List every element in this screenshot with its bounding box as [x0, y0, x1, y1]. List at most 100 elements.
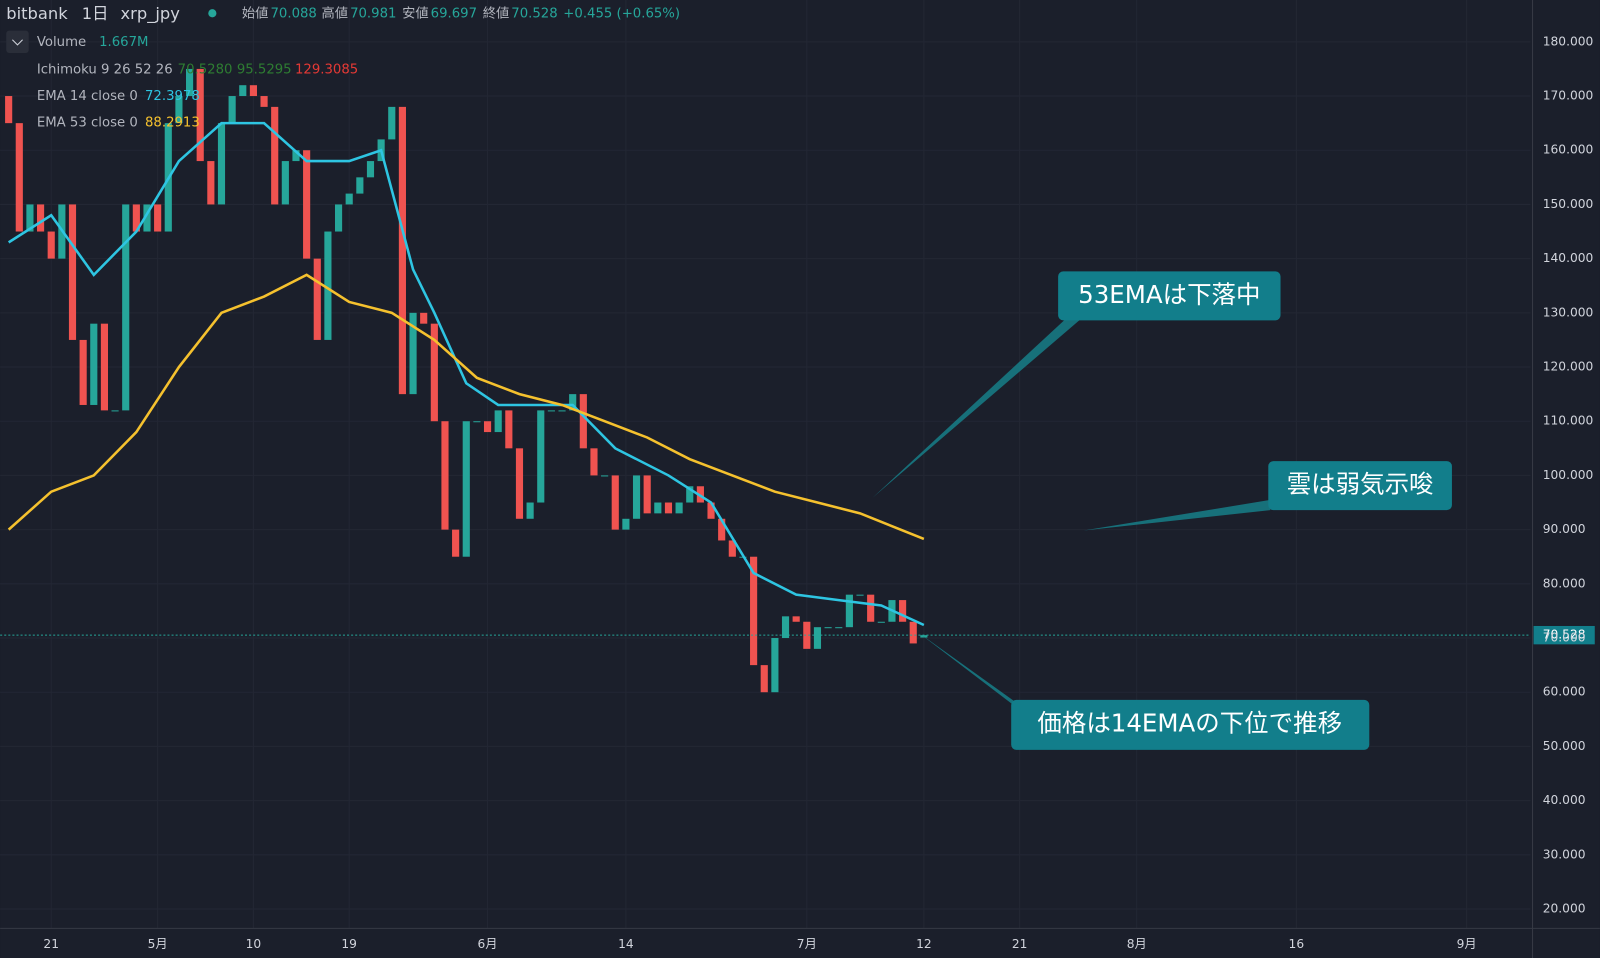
candle-body [781, 616, 790, 639]
callout-text: 53EMAは下落中 [1078, 280, 1260, 309]
price-tag: 70.528 [1533, 625, 1595, 645]
candle-body [750, 556, 758, 666]
legend-value: 72.3978 [145, 89, 200, 104]
candle-body [185, 68, 194, 97]
symbol: xrp_jpy [121, 4, 181, 24]
candle-body [37, 204, 45, 232]
callout-pointer [872, 318, 1082, 498]
candle-body [143, 204, 151, 232]
candle-body [526, 502, 534, 519]
x-tick-label: 5月 [148, 937, 168, 951]
y-tick-label: 160.000 [1543, 143, 1594, 157]
y-tick-label: 140.000 [1543, 251, 1594, 265]
callout-box [1011, 699, 1370, 750]
plot-area [0, 68, 1531, 693]
legend-value: 95.5295 [237, 62, 292, 77]
candle-body [409, 312, 417, 395]
candle-body [47, 231, 55, 259]
y-tick-label: 70.000 [1543, 631, 1586, 645]
x-tick-label: 19 [341, 937, 357, 951]
candle-body [515, 448, 524, 519]
candle-body [611, 475, 619, 530]
candle-body [154, 204, 162, 232]
candle-body [303, 150, 311, 259]
candle-body [68, 204, 77, 340]
x-tick-label: 21 [43, 937, 59, 951]
legend-label: EMA 53 close 0 [37, 115, 138, 130]
candle-body [388, 106, 396, 140]
legend-label: EMA 14 close 0 [37, 89, 138, 104]
candle-body [79, 339, 87, 405]
header: bitbank 1日 xrp_jpy 始値 70.088 高値 70.981 安… [6, 4, 680, 24]
annotations: 53EMAは下落中 雲は弱気示唆 価格は14EMAの下位で推移 [872, 271, 1452, 750]
candle-body [867, 594, 875, 622]
candle-body [494, 410, 502, 433]
change: +0.455 (+0.65%) [563, 6, 680, 21]
candle-body [579, 394, 587, 449]
candle-body [632, 475, 641, 519]
candle-body [718, 518, 726, 541]
ohlc-label: 始値 [242, 5, 269, 21]
candle-body [845, 594, 853, 628]
candle-body [5, 96, 13, 124]
collapse-button[interactable] [6, 30, 29, 54]
ohlc-value: 70.088 [270, 6, 316, 21]
ohlc-value: 69.697 [431, 6, 477, 21]
exchange: bitbank [6, 4, 68, 23]
candle-body [803, 621, 811, 649]
candle-body [877, 621, 885, 623]
ohlc-label: 安値 [402, 5, 429, 21]
y-tick-label: 60.000 [1543, 685, 1586, 699]
candle-body [558, 410, 566, 412]
candle-body [909, 621, 917, 644]
y-tick-label: 120.000 [1543, 360, 1594, 374]
candle-body [483, 421, 492, 433]
candle-body [547, 410, 555, 412]
candle-body [260, 96, 268, 107]
status-dot [208, 9, 217, 18]
legend-value: 129.3085 [295, 62, 358, 77]
x-tick-label: 10 [246, 937, 262, 951]
x-tick-label: 7月 [797, 937, 817, 951]
candle-body [920, 635, 928, 638]
legend-label: Volume [37, 35, 86, 50]
candle-body [15, 123, 23, 232]
candle-body [366, 161, 375, 178]
candle-body [771, 638, 779, 693]
candle-body [462, 421, 470, 557]
y-tick-label: 30.000 [1543, 847, 1586, 861]
ohlc-value: 70.528 [511, 6, 557, 21]
candle-body [473, 421, 481, 423]
candle-body [899, 600, 907, 622]
candle-body [345, 193, 353, 205]
legend-value: 1.667M [99, 35, 148, 50]
y-tick-label: 180.000 [1543, 34, 1594, 48]
x-tick-label: 16 [1289, 937, 1305, 951]
candle-body [228, 96, 236, 124]
y-tick-label: 110.000 [1543, 414, 1594, 428]
callout-pointer [1083, 499, 1271, 531]
candle-body [537, 410, 545, 503]
x-tick-label: 21 [1012, 937, 1028, 951]
y-tick-label: 50.000 [1543, 739, 1586, 753]
candle-body [452, 529, 460, 557]
candle-body [430, 323, 438, 422]
interval: 1日 [82, 4, 109, 23]
candle-body [90, 323, 98, 405]
candle-body [792, 616, 800, 622]
y-tick-label: 170.000 [1543, 89, 1594, 103]
y-tick-label: 90.000 [1543, 522, 1586, 536]
candle-body [707, 502, 715, 519]
callout-box [1058, 271, 1281, 321]
ema-line [7, 273, 925, 541]
candle-body [239, 85, 247, 97]
candle-body [622, 518, 630, 530]
last-price-label: 70.528 [1543, 628, 1586, 642]
candle-body [569, 394, 577, 411]
candle-body [334, 204, 343, 232]
x-tick-label: 14 [618, 937, 634, 951]
last-price-tag [1533, 625, 1595, 645]
candle-body [601, 475, 609, 477]
candle-body [196, 68, 204, 162]
